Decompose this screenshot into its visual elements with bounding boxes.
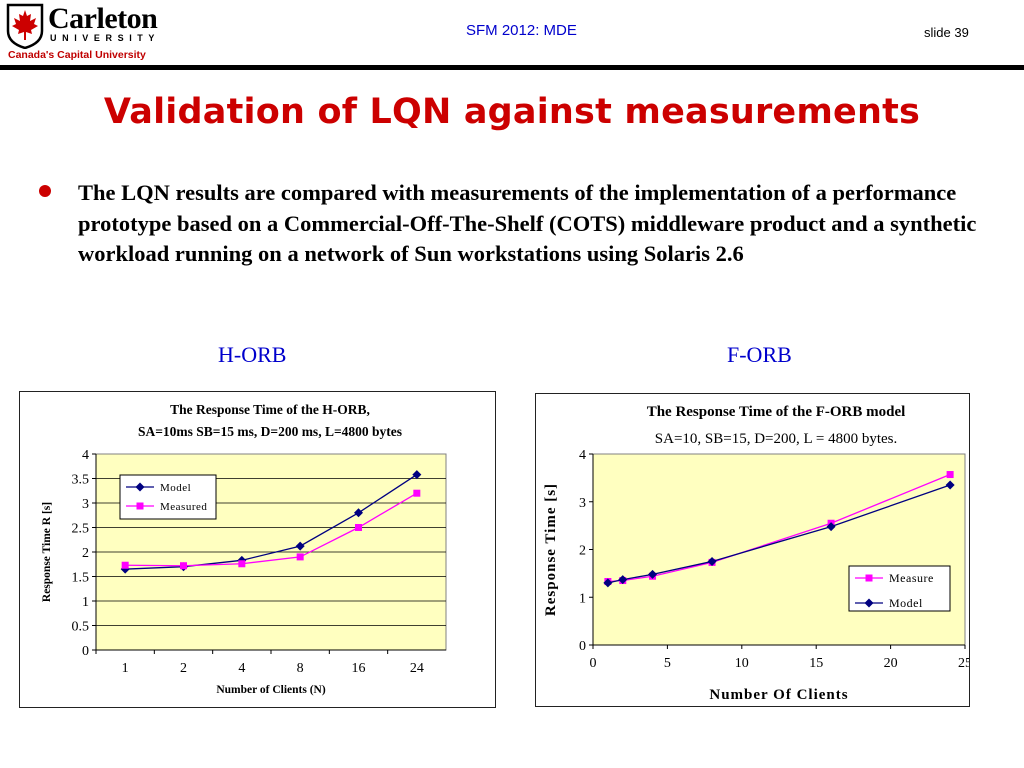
- chart-title: The Response Time of the H-ORB,: [170, 402, 370, 417]
- data-point: [412, 470, 422, 480]
- x-tick-label: 4: [238, 661, 245, 676]
- data-point: [707, 556, 717, 566]
- chart-h-orb-svg: The Response Time of the H-ORB, SA=10ms S…: [41, 402, 447, 696]
- x-tick-label: 25: [958, 656, 969, 671]
- y-tick-label: 1: [579, 591, 586, 606]
- y-tick-label: 3.5: [72, 473, 90, 488]
- chart-title: The Response Time of the F-ORB model: [647, 404, 906, 420]
- data-point: [648, 569, 658, 579]
- chart-h-orb: The Response Time of the H-ORB, SA=10ms S…: [19, 391, 496, 708]
- x-tick-label: 0: [590, 656, 597, 671]
- x-axis-label: Number of Clients (N): [216, 684, 326, 696]
- chart-subtitle: SA=10ms SB=15 ms, D=200 ms, L=4800 bytes: [138, 424, 402, 439]
- y-tick-label: 3: [82, 497, 89, 512]
- bullet-text: The LQN results are compared with measur…: [78, 180, 977, 266]
- caption-f-orb: F-ORB: [727, 342, 792, 367]
- plot-area: [592, 453, 966, 646]
- legend-marker: [865, 574, 873, 582]
- slide-number: slide 39: [924, 25, 969, 40]
- y-axis-label: Response Time [s]: [543, 483, 559, 616]
- y-tick-label: 2: [579, 544, 586, 559]
- chart-f-orb-svg: The Response Time of the F-ORB model SA=1…: [543, 404, 969, 703]
- data-point: [355, 524, 362, 531]
- data-point: [180, 562, 187, 570]
- data-point: [413, 489, 421, 497]
- y-tick-label: 4: [579, 448, 586, 463]
- data-point: [295, 541, 305, 551]
- legend-marker: [135, 482, 145, 492]
- chart-subtitle: SA=10, SB=15, D=200, L = 4800 bytes.: [655, 431, 897, 447]
- legend-label: Measure: [889, 571, 934, 585]
- y-tick-label: 4: [82, 448, 89, 463]
- x-tick-label: 8: [297, 661, 304, 676]
- data-point: [354, 508, 363, 518]
- header-divider: [0, 65, 1024, 70]
- legend-marker: [864, 598, 874, 608]
- y-tick-label: 0: [82, 644, 89, 659]
- legend-label: Model: [160, 482, 191, 494]
- y-tick-label: 2: [82, 546, 89, 561]
- y-tick-label: 3: [579, 496, 586, 511]
- y-axis-label: Response Time R [s]: [41, 502, 53, 602]
- legend-label: Model: [889, 596, 923, 610]
- y-tick-label: 1.5: [72, 571, 90, 586]
- x-axis-label: Number Of Clients: [709, 687, 848, 703]
- caption-h-orb: H-ORB: [218, 342, 287, 367]
- series-line: [125, 492, 418, 567]
- x-tick-label: 20: [884, 656, 898, 671]
- carleton-logo: Carleton UNIVERSITY Canada's Capital Uni…: [6, 2, 158, 63]
- x-tick-label: 10: [735, 656, 749, 671]
- x-tick-label: 15: [809, 656, 823, 671]
- series-line: [125, 474, 418, 570]
- x-tick-label: 5: [664, 656, 671, 671]
- logo-wordmark: Carleton: [48, 2, 158, 35]
- data-point: [618, 575, 628, 585]
- y-tick-label: 0: [579, 639, 586, 654]
- y-tick-label: 0.5: [72, 620, 90, 635]
- legend-label: Measured: [160, 501, 207, 513]
- data-point: [945, 480, 955, 490]
- data-point: [603, 578, 613, 588]
- data-point: [296, 553, 304, 561]
- slide-title: Validation of LQN against measurements: [103, 92, 921, 132]
- header-title: SFM 2012: MDE: [466, 22, 577, 39]
- data-point: [121, 561, 129, 569]
- x-tick-label: 1: [122, 661, 129, 676]
- legend-box: [119, 474, 217, 520]
- chart-f-orb: The Response Time of the F-ORB model SA=1…: [535, 393, 970, 707]
- x-tick-label: 24: [410, 661, 424, 676]
- y-tick-label: 2.5: [72, 522, 90, 537]
- bullet-icon: [39, 185, 51, 197]
- maple-leaf-icon: [6, 3, 44, 49]
- x-tick-label: 2: [180, 661, 187, 676]
- logo-university: UNIVERSITY: [50, 33, 161, 43]
- x-tick-label: 16: [352, 661, 366, 676]
- legend-marker: [136, 502, 144, 510]
- data-point: [946, 471, 954, 479]
- logo-tagline: Canada's Capital University: [8, 49, 146, 61]
- y-tick-label: 1: [82, 595, 89, 610]
- data-point: [238, 560, 246, 568]
- data-point: [826, 522, 836, 532]
